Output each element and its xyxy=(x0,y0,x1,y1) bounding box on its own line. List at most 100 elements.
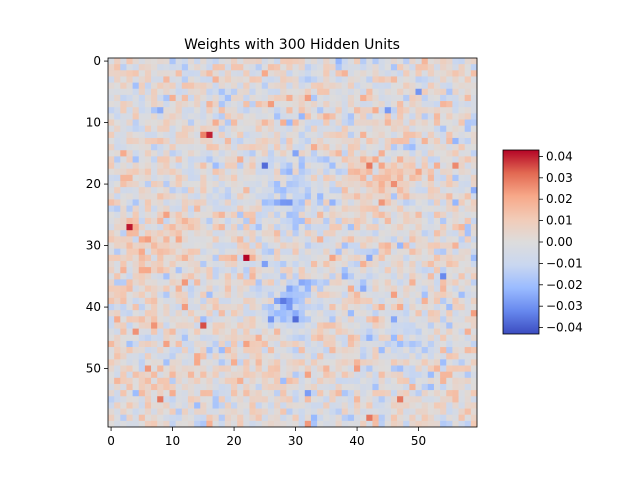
heatmap-cell xyxy=(310,125,318,133)
heatmap-cell xyxy=(452,88,459,96)
heatmap-cell xyxy=(280,174,287,182)
heatmap-cell xyxy=(181,119,189,126)
heatmap-cell xyxy=(378,193,386,200)
heatmap-cell xyxy=(261,304,269,311)
heatmap-cell xyxy=(249,304,256,311)
heatmap-cell xyxy=(366,199,373,206)
heatmap-cell xyxy=(329,371,336,379)
heatmap-cell xyxy=(120,58,127,65)
heatmap-cell xyxy=(403,125,410,133)
heatmap-cell xyxy=(237,316,244,323)
heatmap-cell xyxy=(440,64,447,71)
heatmap-cell xyxy=(372,94,379,102)
heatmap-cell xyxy=(384,94,392,102)
heatmap-cell xyxy=(249,390,256,397)
heatmap-cell xyxy=(323,248,330,256)
heatmap-cell xyxy=(378,205,386,213)
heatmap-cell xyxy=(329,408,336,416)
heatmap-cell xyxy=(206,285,213,293)
heatmap-cell xyxy=(329,137,336,145)
heatmap-cell xyxy=(384,168,392,176)
heatmap-cell xyxy=(390,187,398,194)
heatmap-cell xyxy=(452,310,459,317)
heatmap-cell xyxy=(151,181,158,188)
heatmap-cell xyxy=(249,107,256,114)
heatmap-cell xyxy=(335,328,343,336)
heatmap-cell xyxy=(144,248,152,256)
heatmap-cell xyxy=(280,137,287,145)
heatmap-cell xyxy=(169,224,176,231)
heatmap-cell xyxy=(354,217,361,225)
heatmap-cell xyxy=(366,144,373,151)
heatmap-cell xyxy=(249,254,256,262)
heatmap-cell xyxy=(354,125,361,133)
heatmap-cell xyxy=(187,64,195,71)
heatmap-cell xyxy=(126,359,133,366)
heatmap-cell xyxy=(280,236,287,243)
heatmap-cell xyxy=(427,260,435,268)
heatmap-cell xyxy=(200,254,207,262)
heatmap-cell xyxy=(470,328,478,336)
heatmap-cell xyxy=(181,353,189,360)
heatmap-cell xyxy=(372,414,379,422)
heatmap-cell xyxy=(249,285,256,293)
heatmap-cell xyxy=(323,187,330,194)
heatmap-cell xyxy=(390,310,398,317)
heatmap-cell xyxy=(132,248,140,256)
heatmap-cell xyxy=(464,162,472,170)
heatmap-cell xyxy=(403,119,410,126)
heatmap-cell xyxy=(464,101,472,108)
heatmap-cell xyxy=(274,267,281,274)
heatmap-cell xyxy=(452,107,459,114)
heatmap-cell xyxy=(144,107,152,114)
heatmap-cell xyxy=(415,248,422,256)
heatmap-cell xyxy=(206,113,213,120)
heatmap-cell xyxy=(255,137,263,145)
heatmap-cell xyxy=(132,254,140,262)
heatmap-cell xyxy=(292,304,299,311)
heatmap-cell xyxy=(144,340,152,348)
heatmap-cell xyxy=(206,365,213,372)
heatmap-cell xyxy=(212,267,220,274)
heatmap-cell xyxy=(181,199,189,206)
heatmap-cell xyxy=(286,304,293,311)
heatmap-cell xyxy=(144,414,152,422)
heatmap-cell xyxy=(292,88,299,96)
heatmap-cell xyxy=(298,168,306,176)
heatmap-cell xyxy=(187,70,195,77)
heatmap-cell xyxy=(464,316,472,323)
heatmap-cell xyxy=(384,371,392,379)
heatmap-cell xyxy=(323,414,330,422)
heatmap-cell xyxy=(427,347,435,354)
heatmap-cell xyxy=(280,88,287,96)
heatmap-cell xyxy=(464,254,472,262)
heatmap-cell xyxy=(397,199,404,206)
heatmap-cell xyxy=(329,396,336,403)
heatmap-cell xyxy=(464,113,472,120)
heatmap-cell xyxy=(317,119,324,126)
heatmap-cell xyxy=(132,353,140,360)
heatmap-cell xyxy=(292,340,299,348)
heatmap-cell xyxy=(212,156,220,163)
heatmap-cell xyxy=(163,137,170,145)
heatmap-cell xyxy=(237,131,244,139)
heatmap-cell xyxy=(249,82,256,90)
heatmap-cell xyxy=(126,211,133,219)
heatmap-cell xyxy=(120,230,127,237)
heatmap-cell xyxy=(329,174,336,182)
heatmap-cell xyxy=(446,199,453,206)
heatmap-cell xyxy=(255,316,263,323)
heatmap-cell xyxy=(212,359,220,366)
heatmap-cell xyxy=(114,396,121,403)
heatmap-cell xyxy=(440,150,447,157)
heatmap-cell xyxy=(274,408,281,416)
heatmap-cell xyxy=(317,365,324,372)
heatmap-cell xyxy=(372,285,379,293)
heatmap-cell xyxy=(169,365,176,372)
heatmap-cell xyxy=(163,390,170,397)
heatmap-cell xyxy=(403,359,410,366)
heatmap-cell xyxy=(292,119,299,126)
heatmap-cell xyxy=(304,193,312,200)
heatmap-cell xyxy=(126,205,133,213)
heatmap-cell xyxy=(218,279,226,286)
